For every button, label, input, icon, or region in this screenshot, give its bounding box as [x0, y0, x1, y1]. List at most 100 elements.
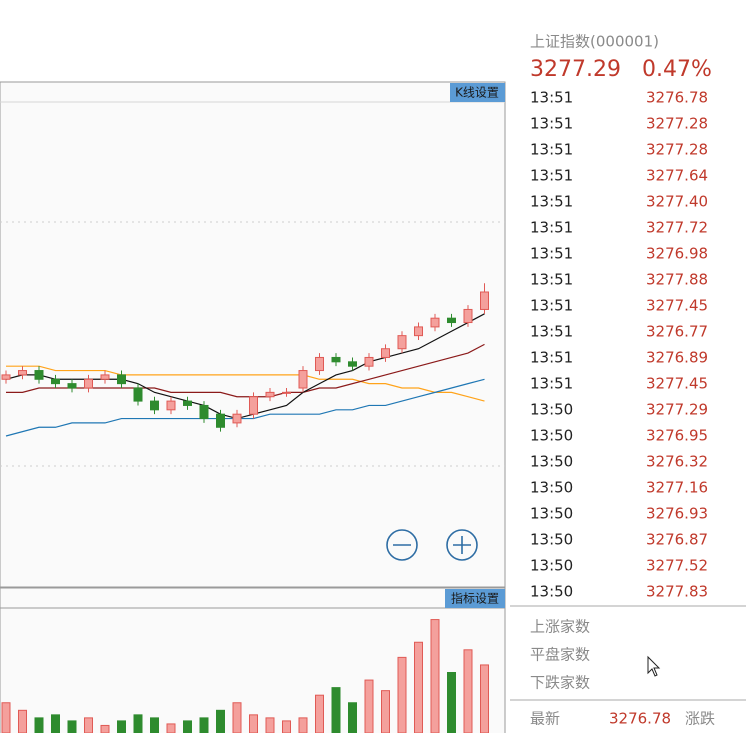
- volume-bar: [414, 641, 423, 733]
- candle-body: [1, 374, 11, 380]
- tick-time: 13:51: [530, 245, 573, 263]
- candle-body: [117, 374, 126, 385]
- tick-price: 3277.45: [646, 375, 708, 393]
- candle-body: [51, 378, 60, 385]
- candle-body: [249, 396, 258, 415]
- kline-settings-label[interactable]: K线设置: [455, 86, 499, 100]
- volume-bar: [315, 694, 324, 733]
- candle-body: [133, 387, 143, 402]
- tick-time: 13:51: [530, 89, 573, 107]
- volume-bar: [216, 709, 225, 733]
- tick-time: 13:51: [530, 167, 573, 185]
- tick-price: 3277.72: [646, 219, 708, 237]
- candle-body: [414, 326, 423, 337]
- tick-time: 13:50: [530, 531, 573, 549]
- tick-price: 3276.95: [646, 427, 708, 445]
- tick-list: 13:51 3276.78 13:51 3277.28 13:51 3277.28 13:5…: [530, 89, 708, 601]
- tick-time: 13:50: [530, 505, 573, 523]
- tick-price: 3276.78: [646, 89, 708, 107]
- tick-price: 3277.29: [646, 401, 708, 419]
- stat-label: 下跌家数: [530, 674, 590, 692]
- candle-body: [364, 356, 374, 367]
- candle-body: [381, 348, 390, 358]
- tick-time: 13:50: [530, 583, 573, 601]
- candle-body: [216, 413, 225, 428]
- tick-time: 13:50: [530, 427, 573, 445]
- indicator-panel: [0, 587, 506, 733]
- volume-bar: [447, 672, 456, 733]
- tick-price: 3277.40: [646, 193, 708, 211]
- volume-bar: [232, 702, 242, 733]
- tick-time: 13:51: [530, 323, 573, 341]
- candle-body: [199, 404, 209, 420]
- candle-body: [166, 400, 176, 411]
- tick-price: 3277.83: [646, 583, 708, 601]
- volume-bar: [117, 720, 126, 733]
- tick-price: 3276.98: [646, 245, 708, 263]
- volume-bar: [84, 717, 93, 733]
- tick-time: 13:51: [530, 375, 573, 393]
- tick-price: 3277.88: [646, 271, 708, 289]
- tick-time: 13:51: [530, 219, 573, 237]
- tick-price: 3277.52: [646, 557, 708, 575]
- tick-price: 3277.28: [646, 141, 708, 159]
- volume-bar: [133, 714, 143, 733]
- candle-body: [232, 413, 242, 424]
- candle-body: [67, 383, 77, 389]
- candle-body: [265, 391, 275, 398]
- tick-time: 13:51: [530, 141, 573, 159]
- tick-time: 13:50: [530, 557, 573, 575]
- volume-bar: [67, 720, 77, 733]
- volume-bar: [463, 649, 473, 733]
- candle-body: [183, 400, 192, 406]
- volume-bar: [249, 714, 258, 733]
- candle-body: [348, 361, 357, 367]
- kline-layer: [1, 283, 489, 437]
- index-name: 上证指数(000001): [530, 33, 659, 51]
- kline-panel: [0, 81, 506, 588]
- moving-average-line: [6, 365, 485, 402]
- volume-bar: [51, 714, 60, 733]
- candle-body: [480, 291, 489, 310]
- candle-body: [18, 370, 27, 376]
- candle-body: [84, 378, 93, 389]
- candle-body: [150, 400, 159, 411]
- zoom-out-button[interactable]: [386, 529, 418, 561]
- candle-body: [100, 374, 110, 380]
- candle-body: [397, 335, 407, 350]
- tick-time: 13:50: [530, 453, 573, 471]
- volume-layer: [1, 619, 489, 733]
- tick-time: 13:51: [530, 349, 573, 367]
- tick-price: 3276.32: [646, 453, 708, 471]
- indicator-settings-label[interactable]: 指标设置: [451, 591, 499, 606]
- last-price: 3276.78: [609, 710, 671, 728]
- tick-time: 13:51: [530, 297, 573, 315]
- tick-time: 13:51: [530, 271, 573, 289]
- tick-price: 3277.16: [646, 479, 708, 497]
- mouse-cursor: [647, 655, 661, 677]
- zoom-in-button[interactable]: [446, 529, 478, 561]
- moving-average-line: [5, 378, 485, 437]
- candle-body: [34, 370, 44, 380]
- stat-label: 上涨家数: [530, 618, 590, 636]
- volume-bar: [34, 717, 44, 733]
- tick-time: 13:51: [530, 115, 573, 133]
- volume-bar: [1, 702, 11, 733]
- change-label: 涨跌: [685, 710, 715, 728]
- volume-bar: [265, 717, 275, 733]
- tick-price: 3277.45: [646, 297, 708, 315]
- volume-bar: [18, 709, 27, 733]
- kline-settings-button[interactable]: [450, 83, 505, 102]
- candle-body: [463, 308, 473, 324]
- volume-bar: [397, 656, 407, 733]
- stat-label: 平盘家数: [530, 646, 590, 664]
- indicator-settings-button[interactable]: [445, 589, 505, 608]
- tick-price: 3276.87: [646, 531, 708, 549]
- tick-time: 13:51: [530, 193, 573, 211]
- last-label: 最新: [530, 710, 560, 728]
- candle-body: [315, 356, 324, 372]
- volume-bar: [480, 664, 489, 733]
- volume-bar: [298, 717, 308, 733]
